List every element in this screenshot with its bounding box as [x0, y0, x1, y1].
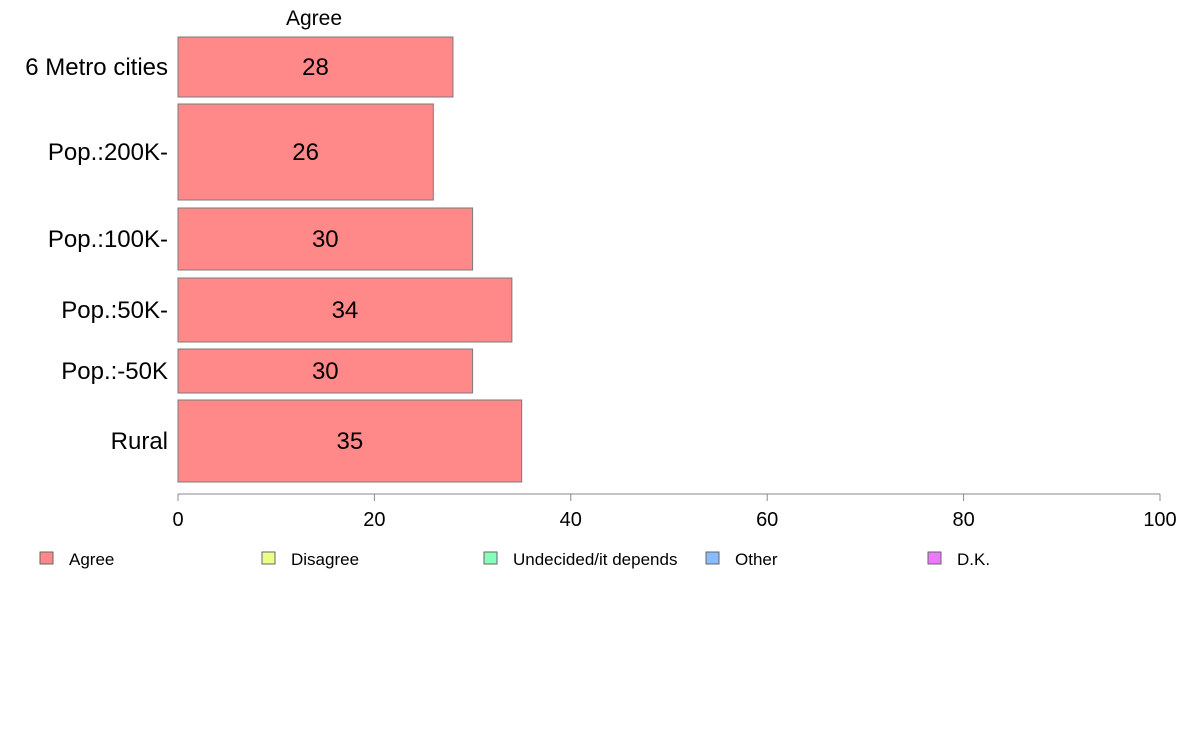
- legend-label: Other: [735, 550, 778, 569]
- legend-item: Disagree: [261, 550, 359, 569]
- bar-value-label: 30: [312, 226, 339, 253]
- bar: [177, 277, 513, 343]
- legend-swatch: [705, 551, 720, 565]
- bar-value-label: 35: [336, 428, 363, 455]
- x-axis: 0 20 40 60 80 100: [172, 493, 1177, 531]
- legend-item: Other: [705, 550, 778, 569]
- bar: [177, 207, 474, 271]
- legend-swatch: [483, 551, 498, 565]
- legend-item: D.K.: [927, 550, 990, 569]
- bar-value-label: 28: [302, 54, 329, 81]
- legend-swatch: [927, 551, 942, 565]
- x-tick-label: 20: [363, 509, 385, 531]
- bar: [177, 348, 474, 394]
- x-tick-label: 80: [952, 509, 974, 531]
- legend-label: Undecided/it depends: [513, 550, 677, 569]
- bar: [177, 36, 454, 98]
- legend-label: Disagree: [291, 550, 359, 569]
- legend-swatch: [39, 551, 54, 565]
- x-tick-label: 40: [560, 509, 582, 531]
- bar-value-label: 26: [292, 139, 319, 166]
- category-label: Rural: [111, 428, 168, 455]
- bar: [177, 399, 523, 483]
- legend-label: Agree: [69, 550, 114, 569]
- legend-item: Undecided/it depends: [483, 550, 677, 569]
- legend-label: D.K.: [957, 550, 990, 569]
- bar-value-label: 30: [312, 358, 339, 385]
- category-label: Pop.:200K-: [48, 139, 168, 166]
- series-title: Agree: [286, 7, 342, 30]
- category-label: Pop.:100K-: [48, 226, 168, 253]
- x-tick-label: 100: [1143, 509, 1176, 531]
- category-label: Pop.:-50K: [61, 358, 168, 385]
- legend-item: Agree: [39, 550, 114, 569]
- legend-swatch: [261, 551, 276, 565]
- bars-group: 28 6 Metro cities 26 Pop.:200K- 30 Pop.:100K-…: [25, 36, 523, 483]
- x-tick-label: 60: [756, 509, 778, 531]
- bar: [177, 103, 434, 201]
- category-label: Pop.:50K-: [61, 297, 168, 324]
- legend: Agree Disagree Undecided/it depends Other D.…: [39, 550, 990, 569]
- category-label: 6 Metro cities: [25, 54, 168, 81]
- bar-value-label: 34: [332, 297, 359, 324]
- x-tick-label: 0: [172, 509, 183, 531]
